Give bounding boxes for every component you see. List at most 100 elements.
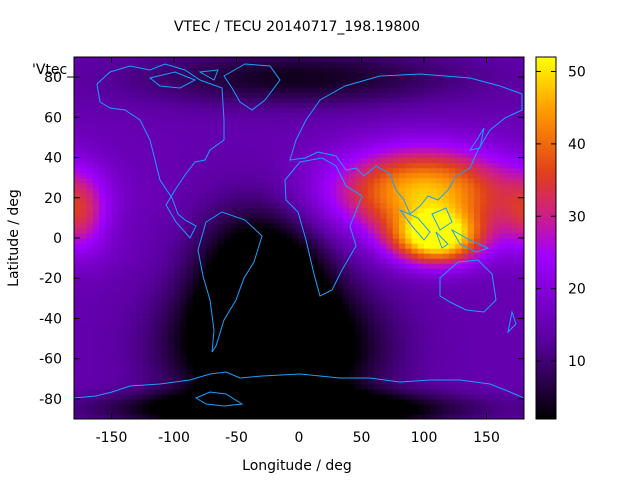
heatmap-cell — [155, 268, 163, 274]
heatmap-cell — [317, 97, 325, 103]
heatmap-cell — [417, 263, 425, 269]
heatmap-cell — [105, 192, 113, 199]
heatmap-cell — [230, 122, 238, 128]
heatmap-cell — [517, 192, 524, 199]
heatmap-cell — [411, 403, 419, 410]
heatmap-cell — [480, 102, 488, 108]
heatmap-cell — [286, 217, 294, 224]
heatmap-cell — [111, 313, 119, 320]
heatmap-cell — [305, 132, 313, 139]
heatmap-cell — [442, 82, 450, 88]
heatmap-cell — [424, 248, 431, 254]
heatmap-cell — [399, 127, 406, 134]
heatmap-cell — [280, 353, 288, 360]
heatmap-cell — [236, 152, 244, 159]
heatmap-cell — [392, 268, 400, 274]
heatmap-cell — [224, 268, 231, 274]
heatmap-cell — [155, 353, 163, 360]
heatmap-cell — [299, 303, 306, 309]
heatmap-cell — [399, 273, 406, 279]
heatmap-cell — [305, 358, 313, 365]
heatmap-cell — [442, 87, 450, 93]
heatmap-cell — [355, 288, 363, 294]
heatmap-cell — [105, 288, 113, 294]
heatmap-cell — [330, 243, 338, 249]
heatmap-cell — [474, 258, 481, 264]
heatmap-cell — [136, 207, 144, 214]
heatmap-cell — [261, 288, 269, 294]
heatmap-cell — [380, 77, 388, 83]
heatmap-cell — [449, 82, 456, 88]
heatmap-cell — [455, 87, 463, 93]
heatmap-cell — [492, 388, 500, 395]
heatmap-cell — [274, 403, 281, 410]
heatmap-cell — [142, 127, 150, 134]
heatmap-cell — [436, 137, 444, 144]
heatmap-cell — [336, 197, 344, 204]
heatmap-cell — [317, 87, 325, 93]
heatmap-cell — [367, 333, 375, 340]
heatmap-cell — [142, 258, 150, 264]
heatmap-cell — [374, 393, 381, 400]
heatmap-cell — [99, 187, 106, 194]
heatmap-cell — [455, 308, 463, 315]
heatmap-cell — [155, 373, 163, 380]
heatmap-cell — [405, 318, 413, 325]
heatmap-cell — [374, 102, 381, 108]
heatmap-cell — [217, 72, 225, 78]
heatmap-cell — [205, 313, 213, 320]
heatmap-cell — [161, 293, 169, 299]
heatmap-cell — [74, 212, 81, 219]
heatmap-cell — [411, 97, 419, 103]
heatmap-cell — [499, 82, 506, 88]
heatmap-cell — [417, 338, 425, 345]
heatmap-cell — [442, 227, 450, 234]
heatmap-cell — [442, 157, 450, 164]
heatmap-cell — [224, 258, 231, 264]
heatmap-cell — [411, 253, 419, 259]
heatmap-cell — [342, 363, 350, 370]
heatmap-cell — [405, 182, 413, 189]
heatmap-cell — [436, 258, 444, 264]
heatmap-cell — [449, 298, 456, 304]
heatmap-cell — [74, 338, 81, 345]
heatmap-cell — [211, 192, 219, 199]
heatmap-cell — [455, 403, 463, 410]
heatmap-cell — [111, 243, 119, 249]
heatmap-cell — [230, 102, 238, 108]
heatmap-cell — [167, 403, 175, 410]
heatmap-cell — [367, 112, 375, 118]
heatmap-cell — [474, 152, 481, 159]
heatmap-cell — [374, 278, 381, 284]
heatmap-cell — [330, 318, 338, 325]
heatmap-cell — [142, 273, 150, 279]
heatmap-cell — [186, 378, 194, 385]
heatmap-cell — [311, 253, 319, 259]
heatmap-cell — [511, 217, 519, 224]
heatmap-cell — [292, 222, 300, 229]
heatmap-cell — [261, 117, 269, 123]
heatmap-cell — [467, 288, 475, 294]
heatmap-cell — [367, 97, 375, 103]
heatmap-cell — [186, 217, 194, 224]
heatmap-cell — [86, 152, 94, 159]
heatmap-cell — [80, 303, 88, 309]
heatmap-cell — [499, 243, 506, 249]
heatmap-cell — [74, 373, 81, 380]
heatmap-cell — [186, 167, 194, 174]
heatmap-cell — [267, 263, 275, 269]
heatmap-cell — [161, 227, 169, 234]
heatmap-cell — [192, 72, 200, 78]
heatmap-cell — [217, 303, 225, 309]
heatmap-cell — [336, 353, 344, 360]
heatmap-cell — [492, 157, 500, 164]
heatmap-cell — [442, 283, 450, 289]
heatmap-cell — [224, 97, 231, 103]
heatmap-cell — [342, 157, 350, 164]
heatmap-cell — [499, 137, 506, 144]
heatmap-cells — [74, 57, 524, 419]
heatmap-cell — [417, 283, 425, 289]
heatmap-cell — [186, 112, 194, 118]
heatmap-cell — [474, 207, 481, 214]
heatmap-cell — [467, 278, 475, 284]
